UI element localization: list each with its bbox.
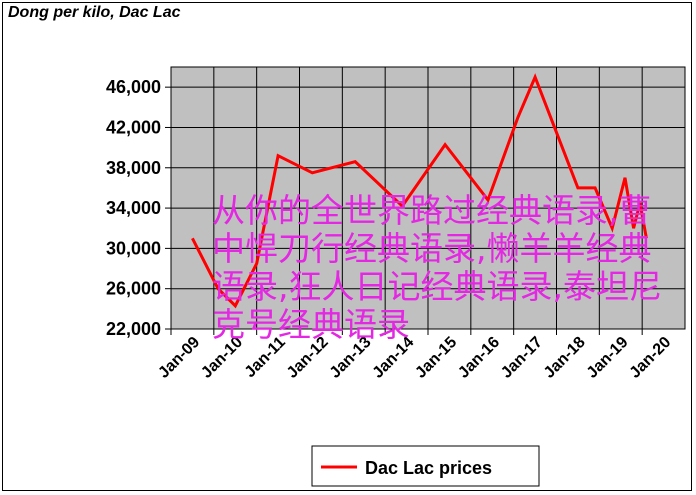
- y-tick-label: 34,000: [106, 198, 161, 218]
- series-line: [191, 73, 648, 309]
- overlay-watermark-text: 从你的全世界路过经典语录,曹中悍刀行经典语录,懒羊羊经典语录,狂人日记经典语录,…: [212, 191, 662, 344]
- legend-label: Dac Lac prices: [365, 458, 492, 478]
- gridlines: [171, 67, 685, 330]
- x-tick-label: Jan-09: [155, 334, 203, 382]
- y-tick-label: 30,000: [106, 238, 161, 258]
- y-tick-label: 42,000: [106, 117, 161, 137]
- y-tick-label: 22,000: [106, 319, 161, 339]
- legend: Dac Lac prices: [311, 445, 540, 487]
- y-tick-label: 46,000: [106, 77, 161, 97]
- y-tick-label: 26,000: [106, 279, 161, 299]
- chart-title: Dong per kilo, Dac Lac: [8, 4, 181, 21]
- y-tick-label: 38,000: [106, 158, 161, 178]
- series-layer: [191, 73, 648, 309]
